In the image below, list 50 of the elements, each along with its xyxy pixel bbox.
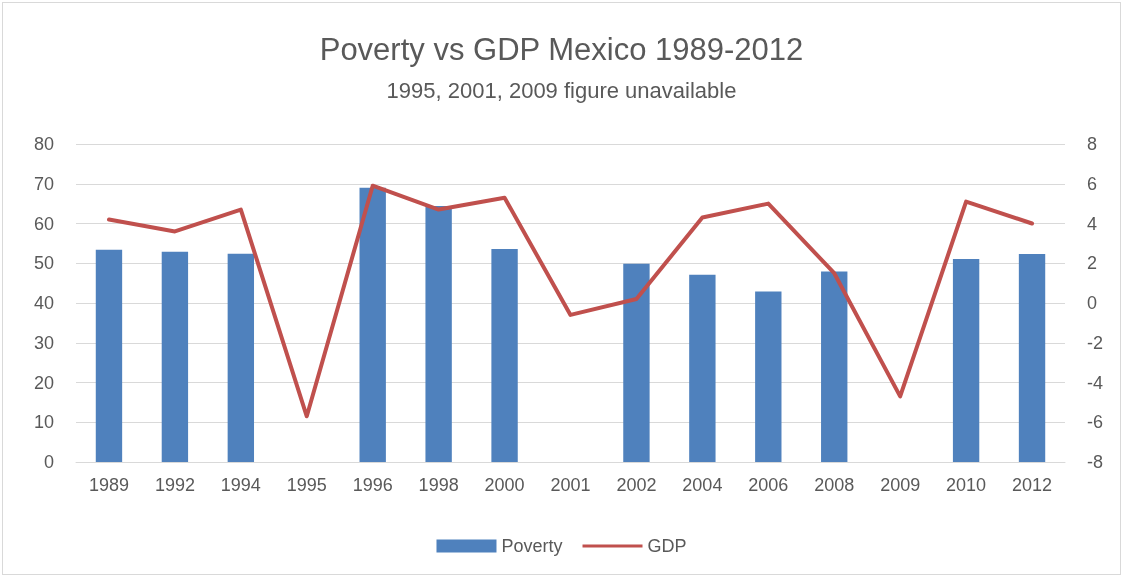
x-tick-label: 1996: [352, 475, 393, 495]
y-tick-label: 50: [33, 253, 54, 274]
x-tick-label: 2001: [550, 475, 591, 495]
y-tick-label: 30: [33, 332, 54, 353]
y2-tick-label: -8: [1087, 452, 1104, 472]
x-tick-label: 2012: [1012, 475, 1053, 495]
x-tick-label: 2006: [748, 475, 789, 495]
y-tick-label: 10: [33, 412, 54, 433]
bar: [952, 258, 980, 462]
line-series: [106, 183, 1035, 419]
x-tick-label: 1995: [286, 475, 327, 495]
y-tick-label: 20: [33, 372, 54, 393]
y2-tick-label: 2: [1087, 253, 1098, 274]
y2-tick-label: 4: [1087, 213, 1098, 234]
bar: [95, 249, 123, 462]
bar: [689, 274, 716, 462]
y2-tick-label: 0: [1087, 293, 1098, 313]
x-tick-label: 2010: [946, 475, 987, 495]
y2-tick-label: -6: [1087, 412, 1104, 433]
x-tick-label: 2000: [484, 475, 525, 495]
y2-tick-label: -4: [1087, 372, 1104, 393]
y2-tick-label: -2: [1087, 332, 1104, 353]
x-tick-label: 1989: [88, 475, 129, 495]
x-tick-label: 2009: [880, 475, 921, 495]
x-tick-label: 2008: [814, 475, 855, 495]
chart-subtitle: 1995, 2001, 2009 figure unavailable: [386, 77, 737, 103]
bar: [755, 291, 782, 462]
bar: [491, 248, 518, 462]
x-tick-label: 1992: [154, 475, 195, 495]
y2-tick-label: 8: [1087, 134, 1098, 154]
legend-label: Poverty: [501, 536, 563, 556]
y2-tick-label: 6: [1087, 173, 1098, 194]
y-tick-label: 60: [33, 213, 54, 234]
y-tick-label: 0: [43, 452, 54, 472]
x-tick-label: 2002: [616, 475, 657, 495]
bar: [1018, 254, 1046, 462]
chart-title: Poverty vs GDP Mexico 1989-2012: [319, 32, 804, 67]
bar: [425, 206, 452, 462]
bar: [227, 253, 255, 462]
bar: [359, 187, 386, 462]
x-tick-label: 2004: [682, 475, 723, 495]
y-tick-label: 70: [33, 173, 54, 194]
bar: [161, 251, 189, 462]
y-tick-label: 40: [33, 293, 54, 313]
legend-label: GDP: [647, 536, 687, 556]
y-tick-label: 80: [33, 134, 54, 154]
x-tick-label: 1994: [220, 475, 261, 495]
bar: [821, 271, 848, 462]
x-tick-label: 1998: [418, 475, 459, 495]
bar: [623, 263, 650, 462]
